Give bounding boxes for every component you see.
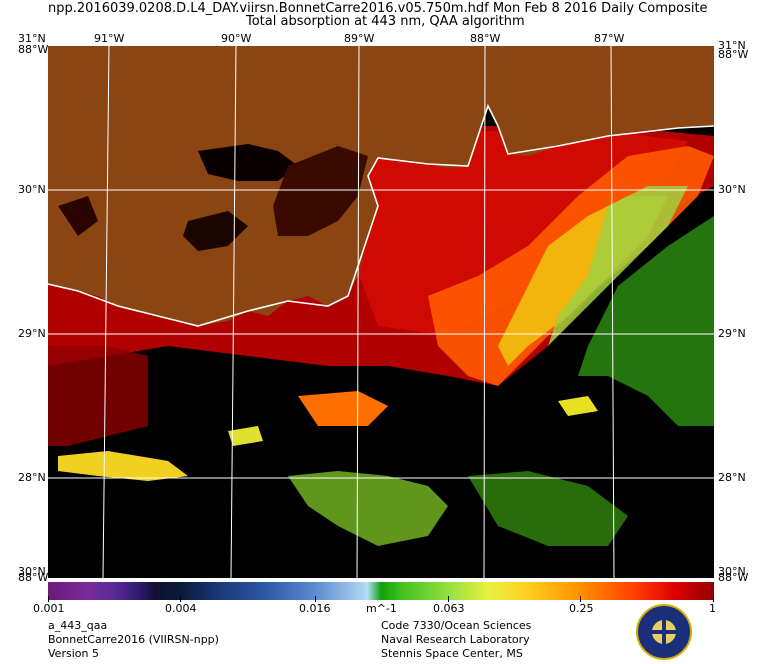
nrl-seal-logo	[636, 604, 692, 660]
corner-label-top-right-lon: 88°W	[718, 48, 749, 61]
marsh-dark-2	[183, 211, 248, 251]
lake-pontchartrain	[198, 144, 298, 181]
lon-label-87w: 87°W	[594, 32, 625, 45]
colorbar-label-0004: 0.004	[165, 602, 197, 615]
lon-label-89w: 89°W	[344, 32, 375, 45]
coastline	[48, 103, 714, 327]
offshore-green-patch-east	[578, 216, 714, 426]
red-patch-west	[48, 346, 148, 446]
colorbar-label-025: 0.25	[569, 602, 594, 615]
colorbar-label-1: 1	[709, 602, 716, 615]
colorbar-tick	[180, 596, 181, 602]
lat-label-28n-right: 28°N	[718, 471, 746, 484]
region-sensor: BonnetCarre2016 (VIIRSN-npp)	[48, 633, 219, 646]
marsh-dark-1	[273, 146, 368, 236]
lat-label-29n-right: 29°N	[718, 327, 746, 340]
colorbar-label-0001: 0.001	[33, 602, 65, 615]
colorbar-tick	[315, 596, 316, 602]
org-code: Code 7330/Ocean Sciences	[381, 619, 532, 632]
colorbar	[48, 582, 714, 600]
corner-label-bottom-right-lat: 30°N	[718, 565, 746, 578]
lat-label-29n-left: 29°N	[18, 327, 46, 340]
offshore-green-patch-southeast	[468, 471, 628, 546]
lon-label-90w: 90°W	[221, 32, 252, 45]
colorbar-tick	[48, 596, 49, 602]
colorbar-tick	[713, 596, 714, 602]
plume-green	[548, 186, 688, 346]
corner-label-top-left-lon: 88°W	[18, 43, 49, 56]
version-label: Version 5	[48, 647, 99, 660]
colorbar-label-0016: 0.016	[299, 602, 331, 615]
product-name: a_443_qaa	[48, 619, 108, 632]
colorbar-label-0063: 0.063	[433, 602, 465, 615]
lon-label-88w: 88°W	[470, 32, 501, 45]
lat-label-28n-left: 28°N	[18, 471, 46, 484]
colorbar-unit-label: m^-1	[366, 602, 397, 615]
colorbar-tick	[580, 596, 581, 602]
org-name: Naval Research Laboratory	[381, 633, 530, 646]
lat-label-30n-left: 30°N	[18, 183, 46, 196]
org-location: Stennis Space Center, MS	[381, 647, 523, 660]
colorbar-tick	[448, 596, 449, 602]
corner-label-bottom-left-lon: 88°W	[18, 571, 49, 584]
orange-patch-central	[298, 391, 388, 426]
satellite-map	[48, 46, 714, 578]
yellow-spot-2	[228, 426, 263, 446]
lat-label-30n-right: 30°N	[718, 183, 746, 196]
graticule	[48, 46, 714, 578]
corner-label-top-right-lat: 31°N	[718, 39, 746, 52]
marsh-dark-3	[58, 196, 98, 236]
lon-label-91w: 91°W	[94, 32, 125, 45]
offshore-green-patch-south	[288, 471, 448, 546]
image-title: npp.2016039.0208.D.L4_DAY.viirsn.BonnetC…	[48, 1, 708, 16]
image-subtitle: Total absorption at 443 nm, QAA algorith…	[246, 14, 525, 29]
yellow-spot-1	[558, 396, 598, 416]
corner-label-bottom-right-lon: 88°W	[718, 571, 749, 584]
map-graphic	[48, 46, 714, 578]
corner-label-bottom-left-lat: 30°N	[18, 565, 46, 578]
land-mass	[48, 46, 714, 326]
yellow-patch-west	[58, 451, 188, 481]
corner-label-top-left-lat: 31°N	[18, 32, 46, 45]
